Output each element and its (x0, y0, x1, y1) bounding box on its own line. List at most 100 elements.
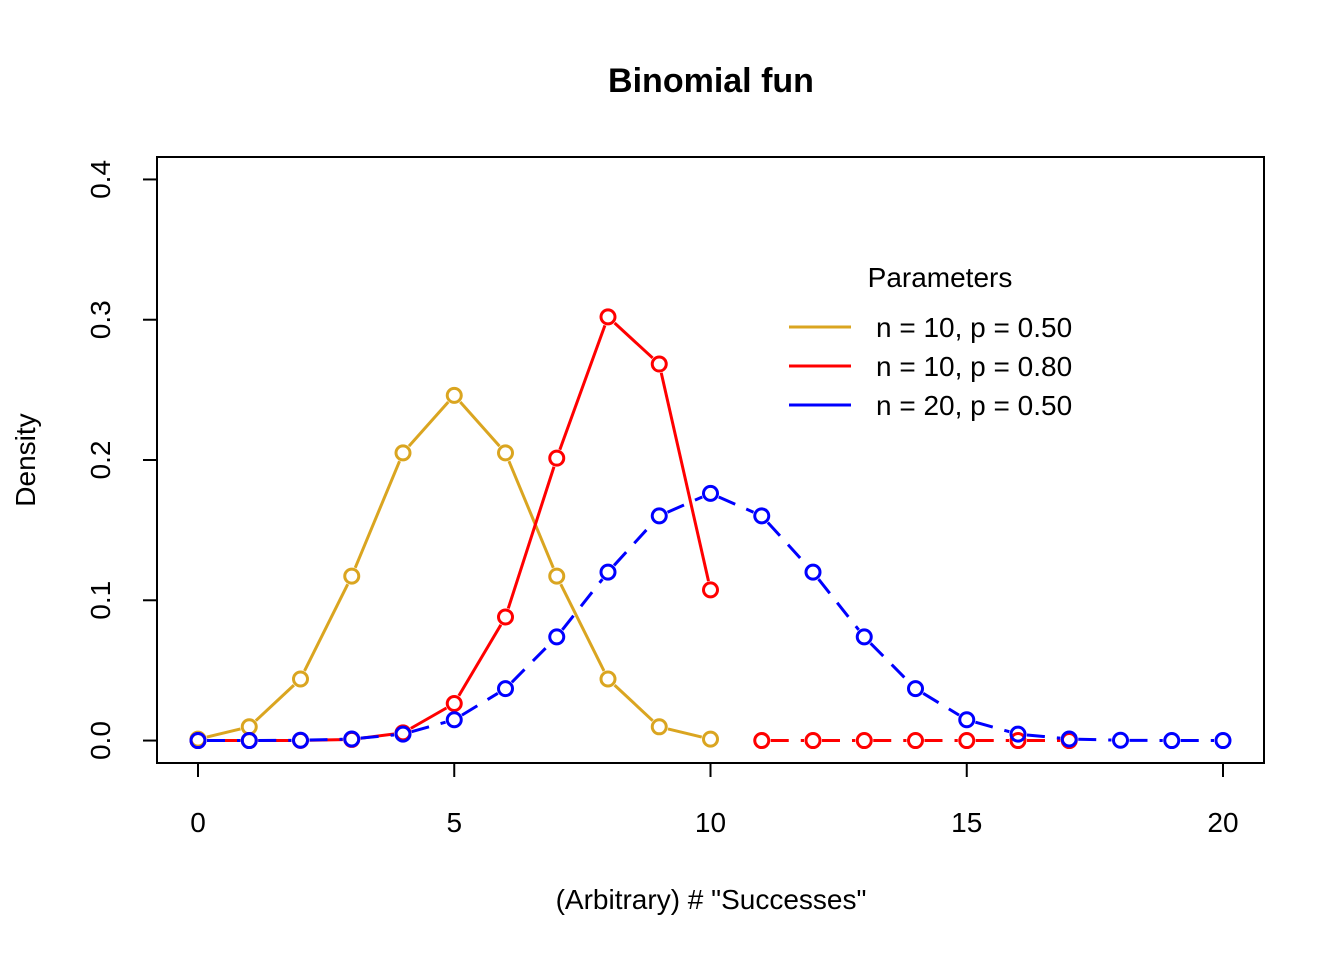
data-point (497, 680, 514, 698)
data-point (907, 732, 924, 750)
data-point (958, 711, 976, 729)
data-point (548, 567, 566, 585)
data-point (650, 355, 668, 373)
series-segment (558, 324, 607, 451)
data-point (394, 444, 412, 462)
series-segment (507, 460, 555, 569)
chart-title: Binomial fun (608, 62, 814, 100)
data-point (497, 608, 514, 626)
x-tick-label: 0 (190, 807, 206, 838)
x-tick-label: 15 (951, 807, 982, 838)
data-point (1009, 732, 1027, 750)
data-point (1163, 732, 1181, 750)
series-segment (667, 727, 703, 739)
data-point (1009, 725, 1027, 743)
data-point (804, 732, 822, 750)
legend-label: n = 20, p = 0.50 (876, 390, 1072, 421)
data-point (548, 449, 566, 467)
data-point (599, 563, 617, 581)
x-tick-label: 10 (695, 807, 726, 838)
series-segment (613, 684, 654, 722)
data-point (753, 507, 771, 525)
data-point (1112, 731, 1129, 749)
y-axis-label: Density (10, 413, 41, 506)
series-segment (407, 401, 450, 448)
series-segment (718, 495, 755, 514)
y-tick-label: 0.1 (85, 581, 116, 620)
data-point (445, 695, 463, 713)
series-segment (1078, 737, 1112, 742)
x-axis-label: (Arbitrary) # "Successes" (556, 884, 867, 915)
series-segment (360, 733, 395, 740)
series-segment (766, 521, 809, 567)
series-segment (457, 623, 503, 697)
y-tick-label: 0.3 (85, 300, 116, 339)
series-1 (189, 308, 719, 750)
series-segment (309, 737, 343, 742)
series-3 (189, 484, 1232, 750)
series-2 (753, 732, 1078, 750)
legend: Parameters n = 10, p = 0.50 n = 10, p = 0.… (789, 262, 1072, 421)
data-point (855, 628, 873, 646)
series-segment (303, 583, 350, 672)
series-segment (353, 460, 401, 569)
series-segment (411, 720, 446, 734)
series-segment (506, 466, 556, 609)
data-point (240, 732, 258, 750)
legend-item: n = 10, p = 0.80 (789, 351, 1072, 382)
data-point (292, 670, 309, 688)
data-point (907, 680, 924, 698)
data-point (650, 718, 668, 736)
x-tick-label: 20 (1207, 807, 1238, 838)
series-segment (659, 372, 710, 582)
data-point (292, 731, 309, 749)
data-point (650, 507, 668, 525)
series-segment (817, 578, 860, 631)
data-point (394, 725, 412, 743)
series-segment (510, 642, 552, 684)
series-segment (922, 692, 960, 717)
series-segment (410, 706, 448, 730)
y-tick-label: 0.4 (85, 160, 116, 199)
series-segment (613, 321, 654, 360)
data-point (702, 581, 719, 599)
data-point (445, 711, 463, 729)
data-point (1060, 730, 1078, 748)
series-segment (612, 521, 655, 567)
data-point (804, 563, 822, 581)
legend-item: n = 10, p = 0.50 (789, 312, 1072, 343)
data-point (1214, 732, 1232, 750)
y-tick-label: 0.0 (85, 721, 116, 760)
legend-label: n = 10, p = 0.80 (876, 351, 1072, 382)
series-segment (206, 727, 241, 739)
series-segment (459, 401, 501, 448)
y-axis: 0.0 0.1 0.2 0.3 0.4 (85, 160, 158, 760)
data-point (548, 628, 566, 646)
legend-label: n = 10, p = 0.50 (876, 312, 1072, 343)
data-point (958, 732, 976, 750)
series-segment (1026, 733, 1061, 740)
data-point (702, 730, 719, 748)
data-point (599, 670, 617, 688)
data-point (240, 718, 258, 736)
data-point (189, 732, 207, 750)
y-tick-label: 0.2 (85, 441, 116, 480)
x-axis: 0 5 10 15 20 (190, 762, 1239, 838)
series-segment (561, 578, 604, 631)
series-segment (666, 495, 703, 514)
x-tick-label: 5 (446, 807, 462, 838)
data-point (497, 444, 514, 462)
data-point (343, 567, 361, 585)
data-point (445, 386, 463, 404)
data-point (343, 730, 361, 748)
data-point (702, 484, 719, 502)
series-segment (461, 692, 499, 717)
data-point (753, 732, 771, 750)
series-layer (189, 308, 1232, 750)
series-segment (975, 720, 1010, 734)
series-segment (254, 684, 295, 722)
plot-frame (156, 156, 1265, 764)
data-point (855, 732, 873, 750)
legend-title: Parameters (868, 262, 1013, 293)
